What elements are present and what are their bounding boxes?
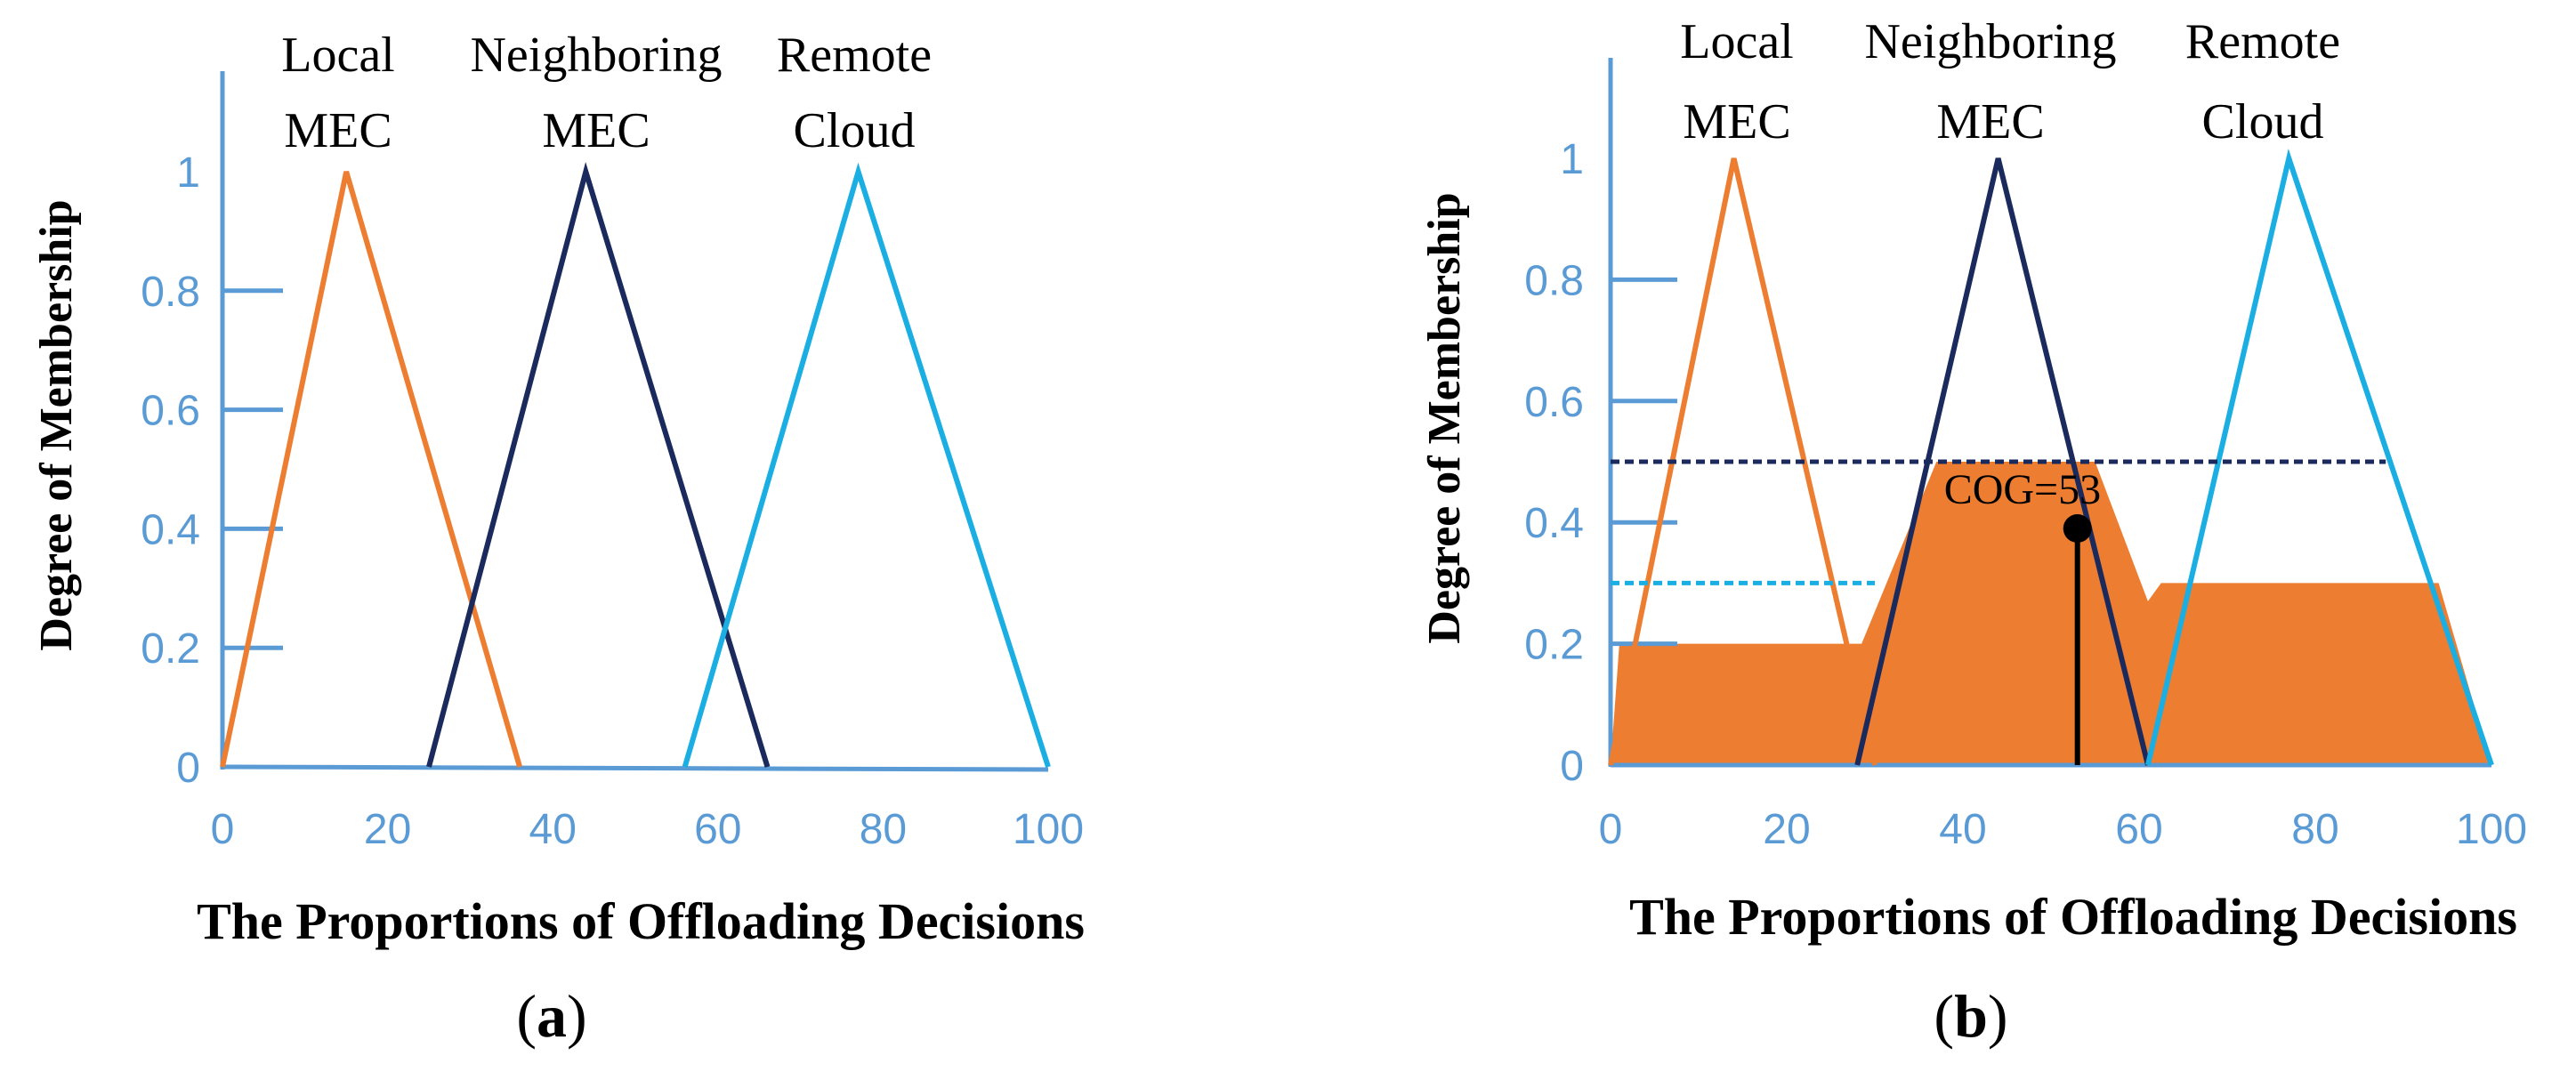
- y-tick-label: 0: [1560, 743, 1584, 790]
- y-tick-label: 1: [176, 149, 200, 197]
- membership-line: [1854, 157, 2151, 766]
- cut-level-lines: [1611, 459, 2386, 585]
- y-tick-label: 0.4: [1524, 500, 1584, 547]
- panel-a-chart: 0 0.2 0.4 0.6 0.8 1 0 20 40 60 80 100 Local MEC Neig…: [31, 28, 1085, 1050]
- x-tick-label: 100: [2456, 806, 2527, 853]
- aggregated-output-area: [1611, 462, 2491, 765]
- x-axis-title: The Proportions of Offloading Decisions: [1629, 888, 2517, 946]
- category-label: MEC: [284, 103, 392, 158]
- membership-functions: [1608, 148, 2494, 766]
- category-label: Neighboring: [470, 28, 722, 83]
- x-tick-label: 0: [1599, 806, 1623, 853]
- panel-b-caption: (b): [1934, 982, 2007, 1050]
- x-axis-title: The Proportions of Offloading Decisions: [197, 892, 1085, 950]
- membership-line: [2144, 148, 2494, 766]
- y-tick-label: 0.6: [1524, 379, 1584, 426]
- cog-label: COG=53: [1944, 466, 2101, 513]
- y-tick-label: 0.8: [141, 269, 200, 316]
- category-label: Remote: [2185, 14, 2340, 69]
- y-tick-label: 1: [1560, 136, 1584, 183]
- y-tick-label: 0.4: [141, 506, 200, 553]
- x-tick-label: 0: [211, 806, 235, 853]
- y-tick-labels: 0 0.2 0.4 0.6 0.8 1: [141, 149, 200, 792]
- x-tick-labels: 0 20 40 60 80 100: [1599, 806, 2527, 853]
- y-axis-title: Degree of Membership: [1419, 192, 1470, 643]
- category-label: Cloud: [2202, 94, 2324, 149]
- x-tick-label: 80: [860, 806, 907, 853]
- y-tick-label: 0.6: [141, 388, 200, 435]
- y-tick-label: 0.2: [1524, 622, 1584, 669]
- y-tick-marks: [222, 288, 283, 650]
- x-tick-label: 60: [694, 806, 741, 853]
- membership-line: [220, 171, 522, 768]
- x-tick-labels: 0 20 40 60 80 100: [211, 806, 1084, 853]
- membership-line: [682, 162, 1051, 768]
- y-tick-labels: 0 0.2 0.4 0.6 0.8 1: [1524, 136, 1584, 790]
- category-label: MEC: [1683, 94, 1790, 149]
- y-axis-title: Degree of Membership: [31, 199, 82, 650]
- y-tick-marks: [1611, 277, 1677, 647]
- category-label: Local: [281, 28, 394, 83]
- category-label: Cloud: [794, 103, 916, 158]
- category-label: Remote: [777, 28, 932, 83]
- y-tick-label: 0.8: [1524, 257, 1584, 304]
- category-label: Neighboring: [1864, 14, 2116, 69]
- panel-b-chart: 0 0.2 0.4 0.6 0.8 1 0 20 40 60 80 100 COG=53 Local…: [1419, 14, 2527, 1050]
- membership-functions: [220, 162, 1051, 768]
- aggregated-area-polygon: [1611, 462, 2491, 765]
- x-tick-label: 60: [2115, 806, 2162, 853]
- x-tick-label: 20: [364, 806, 411, 853]
- category-label: MEC: [542, 103, 650, 158]
- cog-point: [2063, 514, 2092, 544]
- x-tick-label: 20: [1763, 806, 1810, 853]
- x-tick-label: 40: [1939, 806, 1986, 853]
- y-tick-label: 0.2: [141, 625, 200, 673]
- category-labels: Local MEC Neighboring MEC Remote Cloud: [1680, 14, 2340, 149]
- x-tick-label: 100: [1013, 806, 1084, 853]
- panel-a-caption: (a): [516, 982, 586, 1050]
- category-label: MEC: [1936, 94, 2044, 149]
- category-label: Local: [1680, 14, 1793, 69]
- x-tick-label: 40: [529, 806, 577, 853]
- cog-marker: COG=53: [1944, 466, 2101, 765]
- membership-line: [1608, 157, 1877, 766]
- y-tick-label: 0: [176, 745, 200, 792]
- x-tick-label: 80: [2291, 806, 2338, 853]
- membership-line: [426, 162, 771, 768]
- x-axis-line: [222, 764, 1049, 772]
- category-labels: Local MEC Neighboring MEC Remote Cloud: [281, 28, 932, 158]
